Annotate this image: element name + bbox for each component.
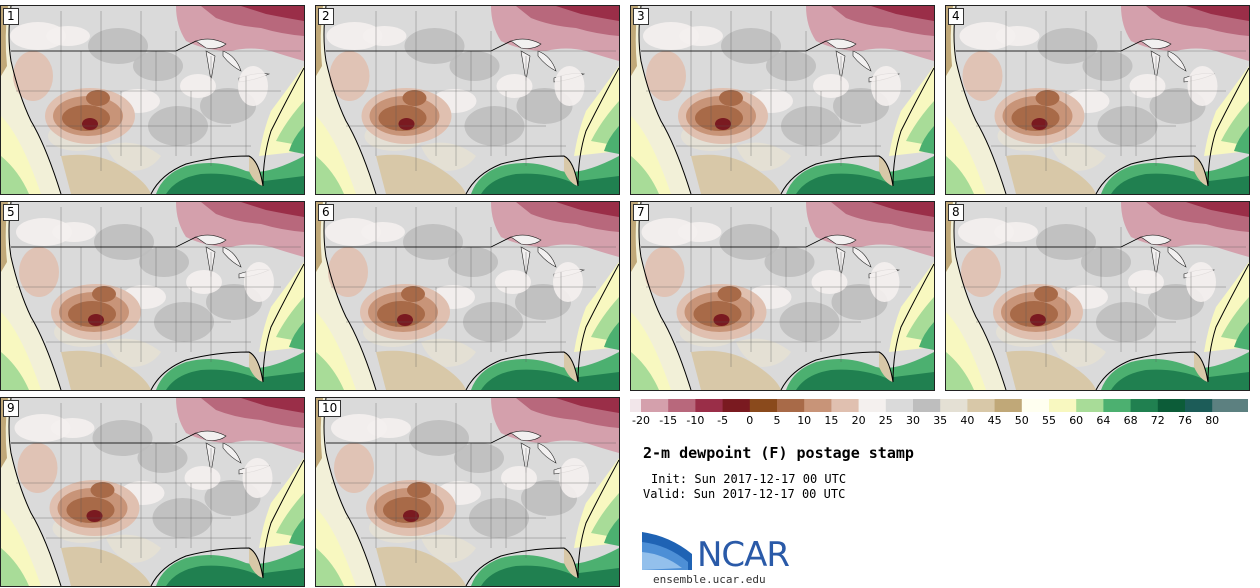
colorbar-tick-label: 68 — [1123, 414, 1138, 427]
stamp-label: 7 — [633, 204, 649, 221]
colorbar-swatch — [831, 399, 860, 412]
stamp-label: 2 — [318, 8, 334, 25]
colorbar-swatch — [641, 399, 669, 412]
colorbar-swatch — [1157, 399, 1186, 412]
colorbar-swatch — [858, 399, 887, 412]
colorbar-swatch — [1212, 399, 1248, 412]
stamp-label: 5 — [3, 204, 19, 221]
init-time: Init: Sun 2017-12-17 00 UTC — [651, 472, 847, 486]
dewpoint-map — [1, 398, 304, 586]
colorbar-swatch — [1076, 399, 1104, 412]
colorbar-swatch — [668, 399, 696, 412]
colorbar-tick-label: 0 — [746, 414, 754, 427]
colorbar-swatch — [804, 399, 832, 412]
dewpoint-map — [631, 202, 934, 390]
stamp-panel-1[interactable]: 1 — [0, 5, 305, 195]
dewpoint-map — [316, 6, 619, 194]
colorbar-tick-label: 50 — [1014, 414, 1029, 427]
ncar-logo-icon[interactable] — [642, 530, 792, 575]
stamp-label: 1 — [3, 8, 19, 25]
stamp-panel-4[interactable]: 4 — [945, 5, 1250, 195]
stamp-label: 9 — [3, 400, 19, 417]
dewpoint-map — [316, 398, 619, 586]
colorbar-swatch — [1130, 399, 1159, 412]
colorbar-swatch — [1103, 399, 1132, 412]
colorbar-tick-label: 20 — [851, 414, 866, 427]
stamp-panel-3[interactable]: 3 — [630, 5, 935, 195]
stamp-label: 6 — [318, 204, 334, 221]
colorbar-tick-label: 72 — [1150, 414, 1165, 427]
stamp-panel-9[interactable]: 9 — [0, 397, 305, 587]
colorbar-tick-label: 55 — [1042, 414, 1056, 427]
colorbar-swatch — [1049, 399, 1077, 412]
dewpoint-map — [946, 202, 1249, 390]
stamp-label: 4 — [948, 8, 964, 25]
colorbar-swatch — [722, 399, 751, 412]
colorbar-tick-label: 76 — [1178, 414, 1192, 427]
stamp-panel-6[interactable]: 6 — [315, 201, 620, 391]
colorbar-swatch — [967, 399, 996, 412]
colorbar-swatch — [695, 399, 724, 412]
colorbar-tick-label: 60 — [1069, 414, 1084, 427]
colorbar-tick-label: 10 — [797, 414, 812, 427]
colorbar-swatch — [1021, 399, 1050, 412]
colorbar-tick-label: -20 — [632, 414, 650, 427]
colorbar-swatch — [749, 399, 778, 412]
dewpoint-map — [1, 6, 304, 194]
colorbar-tick-label: 5 — [773, 414, 781, 427]
colorbar — [630, 399, 1248, 412]
colorbar-tick-label: 80 — [1205, 414, 1220, 427]
colorbar-swatch — [913, 399, 941, 412]
colorbar-tick-label: -5 — [717, 414, 729, 427]
colorbar-tick-label: 64 — [1096, 414, 1111, 427]
colorbar-tick-label: 45 — [987, 414, 1002, 427]
stamp-label: 3 — [633, 8, 649, 25]
dewpoint-map — [631, 6, 934, 194]
stamp-panel-2[interactable]: 2 — [315, 5, 620, 195]
dewpoint-map — [946, 6, 1249, 194]
dewpoint-map — [1, 202, 304, 390]
colorbar-swatch — [1185, 399, 1213, 412]
colorbar-tick-label: -15 — [659, 414, 678, 427]
colorbar-swatch — [994, 399, 1023, 412]
colorbar-tick-label: 30 — [906, 414, 920, 427]
stamp-panel-10[interactable]: 10 — [315, 397, 620, 587]
colorbar-swatch — [885, 399, 914, 412]
colorbar-tick-label: 40 — [960, 414, 975, 427]
colorbar-swatch — [630, 399, 642, 412]
logo-text[interactable]: NCAR — [697, 535, 790, 575]
colorbar-tick-label: 15 — [824, 414, 839, 427]
colorbar-swatch — [940, 399, 968, 412]
colorbar-labels: -20 -15 -10 -5 0 5 10 15 20 25 30 35 40 45 50 55 60 64 68 7… — [630, 414, 1260, 428]
stamp-label: 10 — [318, 400, 342, 417]
valid-time: Valid: Sun 2017-12-17 00 UTC — [643, 487, 846, 501]
colorbar-swatch — [777, 399, 805, 412]
stamp-panel-8[interactable]: 8 — [945, 201, 1250, 391]
colorbar-tick-label: -10 — [686, 414, 705, 427]
stamp-panel-5[interactable]: 5 — [0, 201, 305, 391]
map-title: 2-m dewpoint (F) postage stamp — [643, 444, 914, 462]
dewpoint-map — [316, 202, 619, 390]
colorbar-tick-label: 35 — [933, 414, 948, 427]
stamp-panel-7[interactable]: 7 — [630, 201, 935, 391]
stamp-label: 8 — [948, 204, 964, 221]
colorbar-tick-label: 25 — [878, 414, 893, 427]
site-url[interactable]: ensemble.ucar.edu — [653, 573, 766, 586]
